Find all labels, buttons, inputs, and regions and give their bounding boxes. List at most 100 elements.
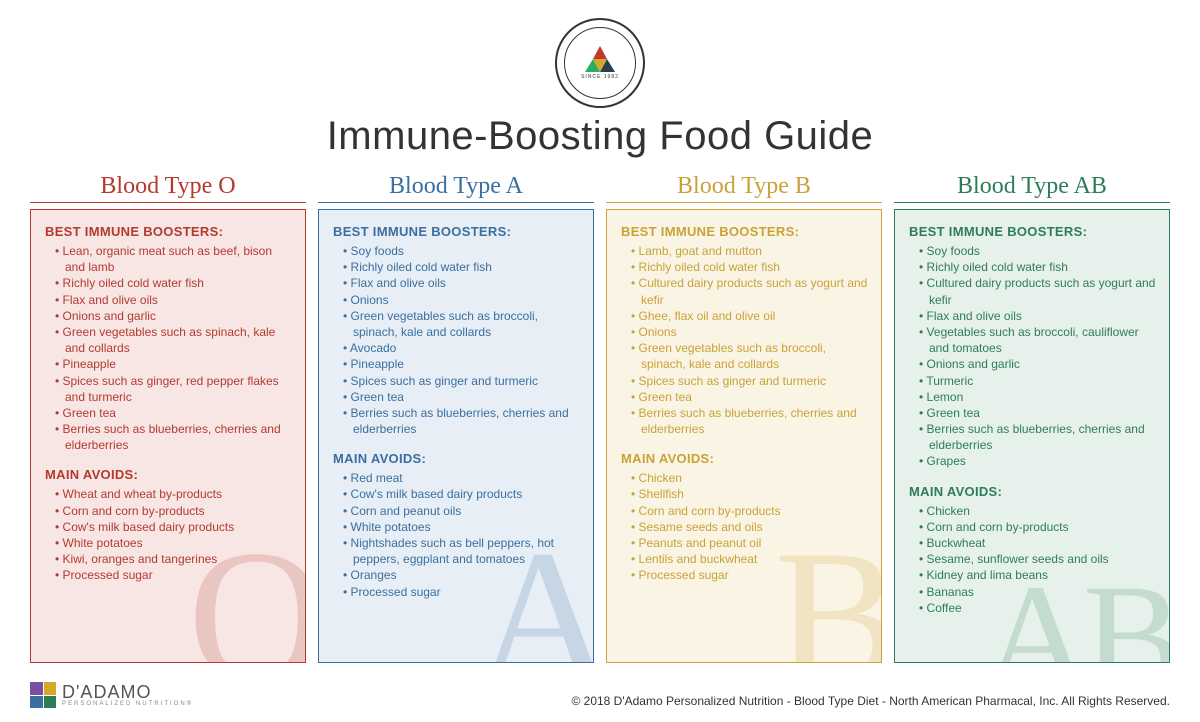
copyright-text: © 2018 D'Adamo Personalized Nutrition - … xyxy=(571,694,1170,708)
list-item: Peanuts and peanut oil xyxy=(631,535,869,551)
column-box: ABBEST IMMUNE BOOSTERS:Soy foodsRichly o… xyxy=(894,209,1170,663)
avoids-list: Red meatCow's milk based dairy productsC… xyxy=(333,470,581,600)
boosters-heading: BEST IMMUNE BOOSTERS: xyxy=(333,224,581,239)
blood-type-column: Blood Type O OBEST IMMUNE BOOSTERS:Lean, … xyxy=(30,173,306,663)
logo-since-text: SINCE 1982 xyxy=(581,74,619,80)
column-box: BBEST IMMUNE BOOSTERS:Lamb, goat and mut… xyxy=(606,209,882,663)
list-item: Processed sugar xyxy=(55,567,293,583)
column-box: ABEST IMMUNE BOOSTERS:Soy foodsRichly oi… xyxy=(318,209,594,663)
list-item: Corn and corn by-products xyxy=(919,519,1157,535)
list-item: Sesame, sunflower seeds and oils xyxy=(919,551,1157,567)
list-item: Green tea xyxy=(919,405,1157,421)
list-item: Lamb, goat and mutton xyxy=(631,243,869,259)
list-item: Green tea xyxy=(55,405,293,421)
brand-name: D'ADAMO xyxy=(62,683,193,701)
list-item: Oranges xyxy=(343,567,581,583)
boosters-list: Soy foodsRichly oiled cold water fishCul… xyxy=(909,243,1157,470)
column-box: OBEST IMMUNE BOOSTERS:Lean, organic meat… xyxy=(30,209,306,663)
list-item: Soy foods xyxy=(343,243,581,259)
boosters-list: Lamb, goat and muttonRichly oiled cold w… xyxy=(621,243,869,437)
brand-text: D'ADAMO PERSONALIZED NUTRITION® xyxy=(62,683,193,707)
list-item: Green tea xyxy=(631,389,869,405)
list-item: Ghee, flax oil and olive oil xyxy=(631,308,869,324)
footer: D'ADAMO PERSONALIZED NUTRITION® © 2018 D… xyxy=(30,682,1170,708)
blood-type-column: Blood Type ABABBEST IMMUNE BOOSTERS:Soy … xyxy=(894,173,1170,663)
list-item: Vegetables such as broccoli, cauliflower… xyxy=(919,324,1157,356)
list-item: Red meat xyxy=(343,470,581,486)
avoids-list: ChickenShellfishCorn and corn by-product… xyxy=(621,470,869,583)
list-item: Buckwheat xyxy=(919,535,1157,551)
list-item: Flax and olive oils xyxy=(919,308,1157,324)
list-item: Green vegetables such as spinach, kale a… xyxy=(55,324,293,356)
page-title: Immune-Boosting Food Guide xyxy=(0,114,1200,159)
list-item: Onions xyxy=(343,292,581,308)
avoids-heading: MAIN AVOIDS: xyxy=(909,484,1157,499)
list-item: White potatoes xyxy=(55,535,293,551)
list-item: Richly oiled cold water fish xyxy=(631,259,869,275)
list-item: Onions and garlic xyxy=(55,308,293,324)
column-title: Blood Type B xyxy=(606,173,882,203)
avoids-heading: MAIN AVOIDS: xyxy=(333,451,581,466)
list-item: Spices such as ginger and turmeric xyxy=(631,373,869,389)
list-item: Cultured dairy products such as yogurt a… xyxy=(919,275,1157,307)
list-item: Coffee xyxy=(919,600,1157,616)
list-item: Onions xyxy=(631,324,869,340)
list-item: Berries such as blueberries, cherries an… xyxy=(631,405,869,437)
list-item: Spices such as ginger, red pepper flakes… xyxy=(55,373,293,405)
brand-subtitle: PERSONALIZED NUTRITION® xyxy=(62,701,193,707)
columns-container: Blood Type O OBEST IMMUNE BOOSTERS:Lean, … xyxy=(0,173,1200,663)
column-title: Blood Type A xyxy=(318,173,594,203)
avoids-heading: MAIN AVOIDS: xyxy=(621,451,869,466)
list-item: Lean, organic meat such as beef, bison a… xyxy=(55,243,293,275)
list-item: Bananas xyxy=(919,584,1157,600)
boosters-list: Lean, organic meat such as beef, bison a… xyxy=(45,243,293,453)
list-item: Chicken xyxy=(919,503,1157,519)
logo-badge: SINCE 1982 xyxy=(555,18,645,108)
list-item: Corn and corn by-products xyxy=(631,503,869,519)
list-item: Green tea xyxy=(343,389,581,405)
list-item: Shellfish xyxy=(631,486,869,502)
list-item: Berries such as blueberries, cherries an… xyxy=(919,421,1157,453)
boosters-heading: BEST IMMUNE BOOSTERS: xyxy=(45,224,293,239)
list-item: Richly oiled cold water fish xyxy=(919,259,1157,275)
list-item: Kiwi, oranges and tangerines xyxy=(55,551,293,567)
column-title: Blood Type AB xyxy=(894,173,1170,203)
list-item: Chicken xyxy=(631,470,869,486)
list-item: Berries such as blueberries, cherries an… xyxy=(55,421,293,453)
list-item: Soy foods xyxy=(919,243,1157,259)
logo-inner-circle: SINCE 1982 xyxy=(564,27,636,99)
boosters-heading: BEST IMMUNE BOOSTERS: xyxy=(621,224,869,239)
avoids-heading: MAIN AVOIDS: xyxy=(45,467,293,482)
list-item: Cow's milk based dairy products xyxy=(343,486,581,502)
list-item: Wheat and wheat by-products xyxy=(55,486,293,502)
avoids-list: ChickenCorn and corn by-productsBuckwhea… xyxy=(909,503,1157,616)
list-item: Kidney and lima beans xyxy=(919,567,1157,583)
list-item: Pineapple xyxy=(343,356,581,372)
list-item: Processed sugar xyxy=(631,567,869,583)
list-item: Flax and olive oils xyxy=(343,275,581,291)
list-item: Avocado xyxy=(343,340,581,356)
list-item: White potatoes xyxy=(343,519,581,535)
list-item: Lentils and buckwheat xyxy=(631,551,869,567)
avoids-list: Wheat and wheat by-productsCorn and corn… xyxy=(45,486,293,583)
list-item: Corn and corn by-products xyxy=(55,503,293,519)
blood-type-column: Blood Type AABEST IMMUNE BOOSTERS:Soy fo… xyxy=(318,173,594,663)
list-item: Flax and olive oils xyxy=(55,292,293,308)
list-item: Turmeric xyxy=(919,373,1157,389)
list-item: Grapes xyxy=(919,453,1157,469)
list-item: Corn and peanut oils xyxy=(343,503,581,519)
list-item: Berries such as blueberries, cherries an… xyxy=(343,405,581,437)
list-item: Cow's milk based dairy products xyxy=(55,519,293,535)
boosters-heading: BEST IMMUNE BOOSTERS: xyxy=(909,224,1157,239)
brand-logo: D'ADAMO PERSONALIZED NUTRITION® xyxy=(30,682,193,708)
list-item: Processed sugar xyxy=(343,584,581,600)
list-item: Lemon xyxy=(919,389,1157,405)
list-item: Green vegetables such as broccoli, spina… xyxy=(343,308,581,340)
logo-triangle-icon xyxy=(585,46,615,72)
boosters-list: Soy foodsRichly oiled cold water fishFla… xyxy=(333,243,581,437)
list-item: Cultured dairy products such as yogurt a… xyxy=(631,275,869,307)
blood-type-column: Blood Type B BBEST IMMUNE BOOSTERS:Lamb, … xyxy=(606,173,882,663)
list-item: Nightshades such as bell peppers, hot pe… xyxy=(343,535,581,567)
list-item: Spices such as ginger and turmeric xyxy=(343,373,581,389)
column-title: Blood Type O xyxy=(30,173,306,203)
